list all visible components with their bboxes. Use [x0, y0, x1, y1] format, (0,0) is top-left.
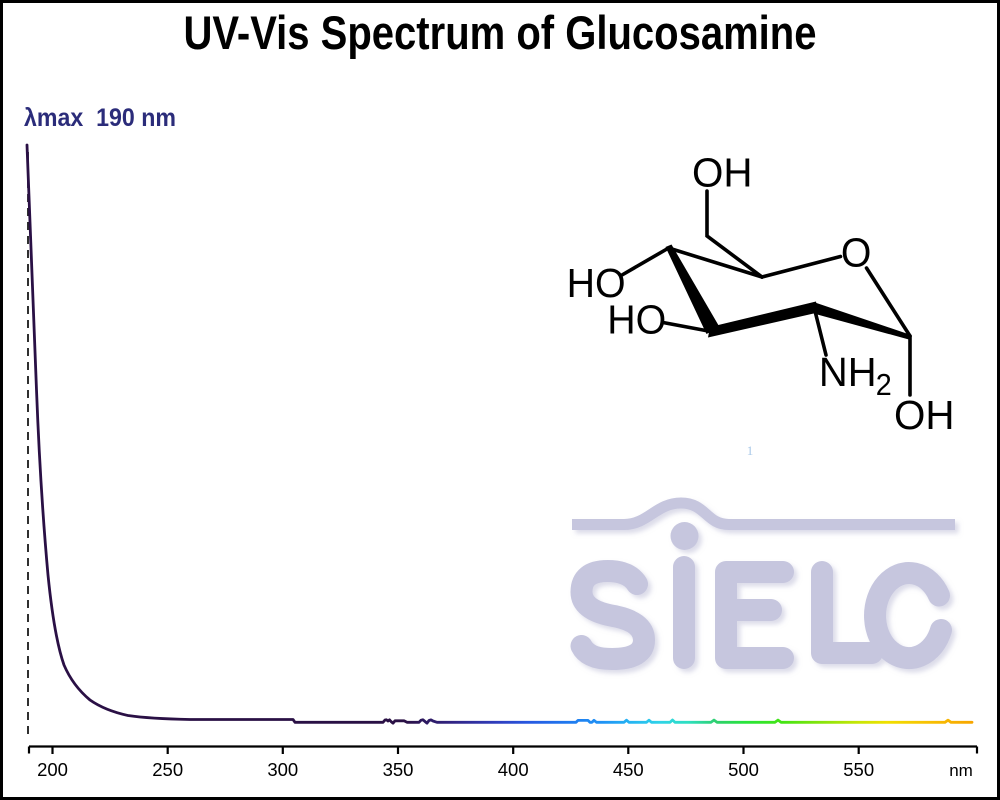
svg-text:UV-Vis Spectrum of Glucosamine: UV-Vis Spectrum of Glucosamine — [184, 6, 817, 59]
svg-text:λmax 190 nm: λmax 190 nm — [24, 104, 176, 132]
svg-text:2: 2 — [876, 367, 892, 402]
svg-text:O: O — [841, 230, 872, 276]
svg-text:300: 300 — [267, 759, 298, 780]
svg-text:450: 450 — [613, 759, 644, 780]
svg-text:HO: HO — [567, 260, 626, 306]
svg-text:1: 1 — [747, 443, 754, 458]
svg-text:OH: OH — [692, 150, 753, 196]
svg-text:NH: NH — [819, 349, 877, 395]
svg-text:HO: HO — [607, 297, 666, 343]
svg-text:250: 250 — [152, 759, 183, 780]
svg-text:nm: nm — [949, 761, 973, 780]
svg-text:200: 200 — [37, 759, 68, 780]
svg-text:400: 400 — [498, 759, 529, 780]
svg-text:350: 350 — [383, 759, 414, 780]
svg-text:550: 550 — [843, 759, 874, 780]
svg-text:500: 500 — [728, 759, 759, 780]
svg-text:OH: OH — [894, 392, 955, 438]
